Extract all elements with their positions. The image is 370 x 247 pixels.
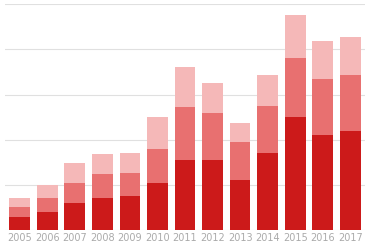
Bar [285,58,306,117]
Bar [64,163,85,183]
Bar [175,66,195,107]
Bar [258,106,278,153]
Bar [120,153,140,173]
Bar [258,75,278,106]
Bar [37,185,58,198]
Bar [340,131,361,230]
Bar [258,153,278,230]
Bar [9,198,30,207]
Bar [230,143,250,180]
Bar [120,173,140,196]
Bar [340,75,361,131]
Bar [312,41,333,79]
Bar [37,198,58,212]
Bar [285,117,306,230]
Bar [230,123,250,143]
Bar [202,160,223,230]
Bar [92,174,112,198]
Bar [147,117,168,149]
Bar [312,79,333,135]
Bar [92,198,112,230]
Bar [64,183,85,203]
Bar [340,37,361,75]
Bar [9,217,30,230]
Bar [202,83,223,113]
Bar [147,183,168,230]
Bar [120,196,140,230]
Bar [175,107,195,160]
Bar [202,113,223,160]
Bar [147,149,168,183]
Bar [175,160,195,230]
Bar [64,203,85,230]
Bar [37,212,58,230]
Bar [230,180,250,230]
Bar [92,154,112,174]
Bar [285,15,306,58]
Bar [312,135,333,230]
Bar [9,207,30,217]
